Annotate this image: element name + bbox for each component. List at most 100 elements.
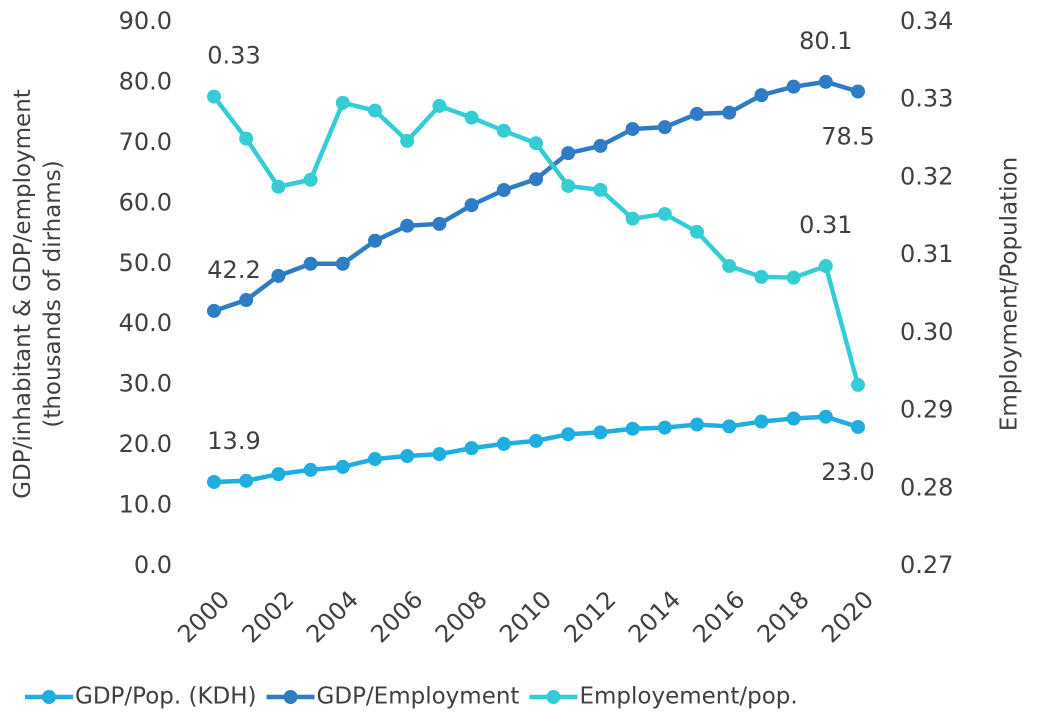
data-point (657, 120, 672, 135)
y2-tick-label: 0.30 (900, 318, 953, 346)
x-tick-label: 2014 (623, 585, 686, 648)
y-tick-label: 30.0 (119, 370, 172, 398)
data-label: 0.33 (207, 42, 260, 70)
data-point (464, 110, 479, 125)
x-tick-label: 2020 (816, 585, 879, 648)
data-point (722, 105, 737, 120)
data-point (722, 259, 737, 274)
x-tick-label: 2004 (301, 585, 364, 648)
data-point (786, 411, 801, 426)
data-point (303, 462, 318, 477)
data-point (851, 419, 865, 434)
data-point (239, 473, 254, 488)
data-point (818, 259, 833, 274)
y-tick-label: 40.0 (119, 309, 172, 337)
data-point (625, 421, 640, 436)
data-point (239, 293, 254, 308)
y2-axis-title: Employment/Population (997, 157, 1023, 431)
data-point (464, 441, 479, 456)
data-point (303, 256, 318, 271)
data-point (818, 409, 833, 424)
data-point (657, 206, 672, 221)
data-point (818, 74, 833, 89)
data-point (851, 84, 865, 99)
data-point (207, 89, 221, 104)
data-point (593, 138, 608, 153)
y-tick-label: 60.0 (119, 188, 172, 216)
y-tick-label: 90.0 (119, 7, 172, 35)
data-point (722, 419, 737, 434)
data-point (207, 474, 221, 489)
legend-marker (283, 690, 298, 704)
data-point (368, 233, 382, 248)
data-label: 23.0 (821, 458, 874, 486)
y-tick-label: 70.0 (119, 128, 172, 156)
data-point (496, 436, 511, 451)
data-point (657, 420, 672, 435)
data-label: 42.2 (207, 256, 260, 284)
data-point (754, 88, 769, 103)
data-point (690, 417, 704, 432)
data-point (207, 303, 221, 318)
data-point (561, 146, 576, 161)
y-tick-label: 10.0 (119, 491, 172, 519)
y-axis-title: GDP/inhabitant & GDP/employment (thousand… (10, 89, 66, 499)
y-axis-title-line: (thousands of dirhams) (40, 160, 66, 427)
x-tick-label: 2008 (430, 585, 493, 648)
data-point (593, 425, 608, 440)
data-label: 0.31 (799, 211, 852, 239)
data-point (625, 121, 640, 136)
legend-marker (546, 690, 561, 704)
x-tick-label: 2016 (687, 585, 750, 648)
y2-tick-label: 0.29 (900, 396, 953, 424)
data-point (400, 448, 415, 463)
data-point (529, 136, 543, 151)
data-point (625, 211, 640, 226)
data-point (368, 103, 382, 118)
data-point (335, 459, 350, 474)
y2-tick-label: 0.28 (900, 473, 953, 501)
data-point (432, 216, 447, 231)
y-tick-label: 80.0 (119, 67, 172, 95)
x-tick-label: 2018 (752, 585, 815, 648)
y-axis-title-line: GDP/inhabitant & GDP/employment (10, 89, 36, 499)
data-point (754, 269, 769, 284)
x-tick-label: 2010 (494, 585, 557, 648)
data-point (335, 95, 350, 110)
y2-tick-label: 0.31 (900, 240, 953, 268)
legend-text: GDP/Pop. (KDH) (75, 684, 257, 710)
data-point (432, 447, 447, 462)
legend-marker (42, 690, 56, 704)
x-tick-label: 2012 (559, 585, 622, 648)
data-point (368, 452, 382, 467)
data-point (400, 133, 415, 148)
data-point (400, 218, 415, 233)
y2-tick-label: 0.32 (900, 162, 953, 190)
data-point (851, 377, 865, 392)
data-point (303, 172, 318, 187)
data-label: 78.5 (821, 123, 874, 151)
data-point (561, 178, 576, 193)
data-point (593, 182, 608, 197)
data-point (786, 270, 801, 285)
x-tick-label: 2006 (365, 585, 428, 648)
data-point (271, 268, 286, 283)
data-point (754, 414, 769, 429)
data-point (271, 467, 286, 482)
x-tick-label: 2002 (237, 585, 300, 648)
data-point (529, 172, 543, 187)
data-label: 13.9 (207, 427, 260, 455)
data-point (786, 79, 801, 94)
y-tick-label: 50.0 (119, 249, 172, 277)
data-point (335, 256, 350, 271)
legend-text: GDP/Employment (317, 684, 520, 710)
data-point (690, 224, 704, 239)
y2-tick-label: 0.34 (900, 7, 953, 35)
data-point (529, 433, 543, 448)
legend-text: Employement/pop. (579, 684, 797, 710)
y2-tick-label: 0.27 (900, 551, 953, 579)
x-tick-label: 2000 (172, 585, 235, 648)
data-point (496, 123, 511, 138)
data-point (690, 106, 704, 121)
